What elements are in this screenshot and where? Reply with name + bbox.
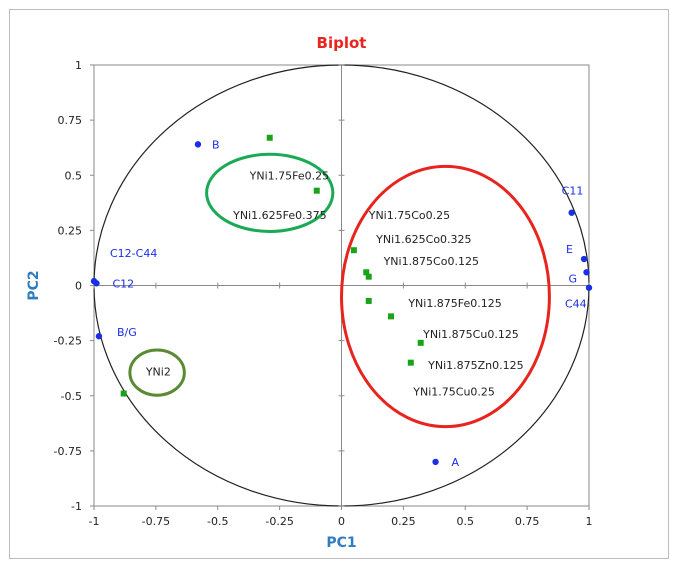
y-tick-label: -0.5 bbox=[61, 390, 82, 403]
observation-label: YNi1.625Co0.325 bbox=[375, 233, 471, 246]
observation-point bbox=[365, 273, 372, 280]
variable-label: C11 bbox=[562, 185, 584, 198]
y-tick-label: 0.25 bbox=[58, 224, 83, 237]
variable-point bbox=[95, 333, 103, 340]
variable-label: C12 bbox=[112, 277, 134, 290]
group-ellipse bbox=[340, 164, 551, 429]
chart-frame: -1 -0.75 -0.5 -0.25 0 0.25 0.5 0.75 1 1 0.75 0.5 0.2… bbox=[9, 9, 669, 559]
y-tick-label: -1 bbox=[71, 500, 82, 513]
x-tick-label: -0.25 bbox=[265, 515, 293, 528]
x-tick-label: 0 bbox=[338, 515, 345, 528]
x-tick-label: -1 bbox=[89, 515, 100, 528]
observation-label: YNi1.875Fe0.125 bbox=[407, 297, 501, 310]
variable-point bbox=[580, 255, 588, 263]
variable-point bbox=[194, 141, 202, 148]
x-tick-label: 0.5 bbox=[457, 515, 475, 528]
variable-label: C12-C44 bbox=[110, 247, 157, 260]
observation-point bbox=[313, 187, 320, 194]
observation-label: YNi1.75Cu0.25 bbox=[412, 385, 495, 398]
variable-label: A bbox=[452, 456, 460, 469]
observation-label: YNi1.75Fe0.25 bbox=[249, 169, 329, 182]
x-axis-label: PC1 bbox=[326, 535, 356, 551]
variable-point bbox=[432, 458, 439, 466]
x-tick-label: 0.75 bbox=[515, 515, 540, 528]
observation-point bbox=[266, 134, 273, 141]
x-tick-label: -0.75 bbox=[142, 515, 170, 528]
observation-label: YNi1.875Co0.125 bbox=[383, 255, 479, 268]
observation-label: YNi1.625Fe0.375 bbox=[232, 209, 326, 222]
y-axis-label: PC2 bbox=[26, 270, 42, 300]
y-tick-label: 0.5 bbox=[65, 169, 83, 182]
chart-title: Biplot bbox=[317, 34, 367, 52]
observation-point bbox=[417, 339, 424, 346]
variable-point bbox=[585, 284, 593, 291]
observation-point bbox=[388, 313, 394, 320]
observation-point bbox=[407, 359, 414, 366]
observation-label: YNi1.75Co0.25 bbox=[368, 209, 450, 222]
observation-point bbox=[120, 390, 127, 397]
y-tick-label: 0.75 bbox=[58, 114, 83, 127]
variable-label: E bbox=[566, 243, 573, 256]
y-tick-label: 0 bbox=[75, 280, 82, 293]
observation-point bbox=[350, 247, 357, 254]
observation-label: YNi1.875Zn0.125 bbox=[427, 359, 524, 372]
variable-label: C44 bbox=[565, 298, 587, 311]
x-tick-label: -0.5 bbox=[207, 515, 228, 528]
variable-point bbox=[93, 280, 100, 287]
group-ellipse bbox=[205, 152, 335, 233]
group-ellipse bbox=[128, 348, 186, 397]
variable-label: B/G bbox=[117, 326, 137, 339]
y-tick-label: -0.25 bbox=[54, 335, 82, 348]
variable-point bbox=[583, 269, 590, 276]
observation-label: YNi1.875Cu0.125 bbox=[422, 328, 519, 341]
x-tick-label: 1 bbox=[586, 515, 593, 528]
y-tick-label: -0.75 bbox=[54, 445, 82, 458]
observation-point bbox=[363, 269, 370, 276]
variable-label: B bbox=[212, 138, 220, 151]
observation-point bbox=[365, 297, 372, 304]
variable-point bbox=[568, 209, 575, 216]
y-tick-label: 1 bbox=[75, 59, 82, 72]
variable-label: G bbox=[569, 272, 578, 285]
biplot-chart: -1 -0.75 -0.5 -0.25 0 0.25 0.5 0.75 1 1 0.75 0.5 0.2… bbox=[26, 34, 593, 551]
x-tick-label: 0.25 bbox=[391, 515, 416, 528]
observation-label: YNi2 bbox=[145, 365, 171, 378]
